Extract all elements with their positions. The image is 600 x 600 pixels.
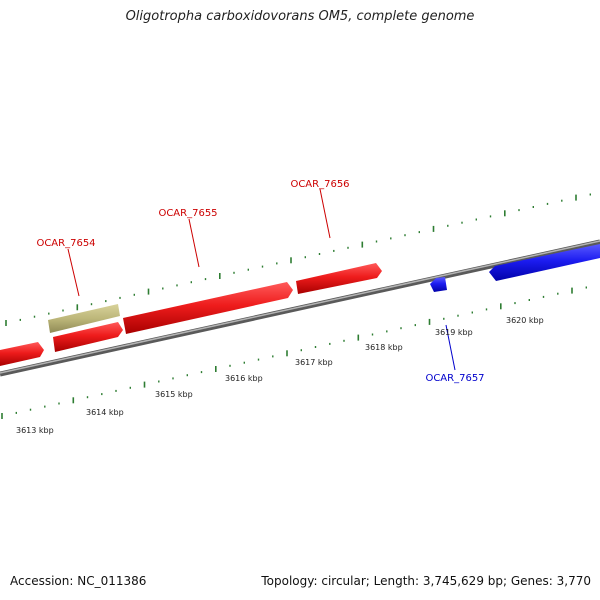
gene-arrow-ocar-7656[interactable]	[296, 263, 382, 294]
gene-arrow-ocar-7657[interactable]	[430, 277, 447, 292]
gene-arrow-ocar-7654[interactable]	[53, 322, 123, 352]
feature-box-olive[interactable]	[48, 304, 120, 333]
leader-line-ocar-7656	[319, 188, 331, 239]
scale-label-3614: 3614 kbp	[86, 408, 124, 417]
genome-backbone-highlight	[0, 240, 600, 374]
scale-label-3616: 3616 kbp	[225, 374, 263, 383]
genome-backbone	[0, 239, 600, 377]
lower-scale-track	[1, 286, 587, 419]
footer-topology: Topology: circular; Length: 3,745,629 bp…	[261, 574, 591, 588]
scale-label-3613: 3613 kbp	[16, 426, 54, 435]
map-title: Oligotropha carboxidovorans OM5, complet…	[125, 9, 475, 24]
upper-scale-track	[5, 193, 591, 326]
scale-label-3618: 3618 kbp	[365, 343, 403, 352]
gene-label-ocar-7656[interactable]: OCAR_7656	[290, 179, 349, 190]
gene-label-ocar-7654[interactable]: OCAR_7654	[36, 238, 95, 249]
leader-line-ocar-7657	[445, 324, 456, 371]
scale-label-3617: 3617 kbp	[295, 358, 333, 367]
gene-arrow-left-edge[interactable]	[0, 342, 44, 366]
scale-label-3619: 3619 kbp	[435, 328, 473, 337]
footer-accession: Accession: NC_011386	[10, 574, 147, 588]
scale-label-3620: 3620 kbp	[506, 316, 544, 325]
gene-label-ocar-7657[interactable]: OCAR_7657	[425, 373, 484, 384]
gene-label-ocar-7655[interactable]: OCAR_7655	[158, 208, 217, 219]
leader-line-ocar-7654	[67, 248, 80, 297]
scale-label-3615: 3615 kbp	[155, 390, 193, 399]
leader-line-ocar-7655	[188, 218, 200, 268]
gene-arrow-right-edge[interactable]	[489, 244, 600, 281]
gene-arrow-ocar-7655[interactable]	[123, 282, 293, 334]
